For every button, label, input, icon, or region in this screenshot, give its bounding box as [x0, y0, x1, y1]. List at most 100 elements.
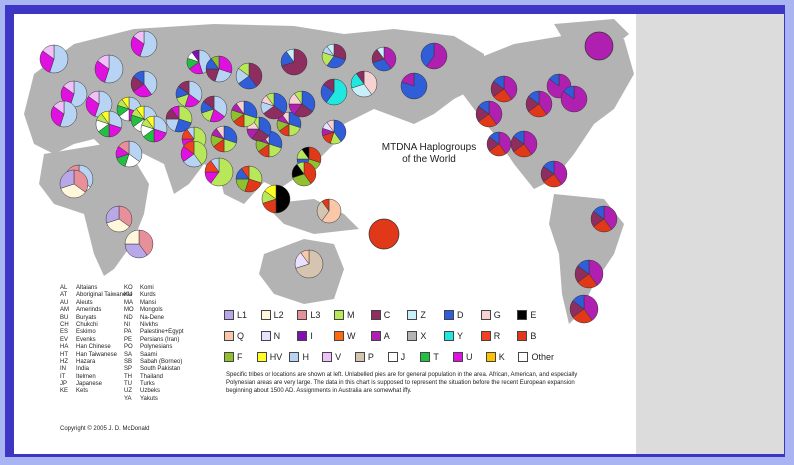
abbreviation-code: MO: [124, 307, 134, 314]
legend-swatch: [518, 351, 529, 362]
legend-label: L3: [310, 309, 321, 320]
pie-slice: [326, 119, 335, 133]
abbreviation-meaning: Han Taiwanese: [76, 351, 117, 358]
legend-item: L1: [224, 309, 261, 320]
haplogroup-pie: [420, 42, 448, 70]
legend-label: V: [335, 351, 342, 362]
abbreviation-meaning: Thailand: [140, 373, 164, 380]
pie-slice: [553, 160, 568, 185]
abbreviation-row: ES Eskimo: [60, 329, 133, 336]
legend-item: F: [224, 351, 257, 362]
haplogroup-pie: [180, 140, 208, 168]
haplogroup-pie: [320, 78, 348, 106]
legend-item: C: [370, 309, 408, 320]
abbreviation-meaning: Na-Dene: [140, 314, 165, 321]
pie-slice: [50, 106, 65, 127]
pie-slice: [321, 198, 342, 224]
pie-slice: [543, 160, 555, 175]
pie-slice: [130, 36, 145, 57]
legend-swatch: [387, 351, 398, 362]
haplogroup-pie: [130, 30, 158, 58]
haplogroup-pie: [294, 249, 324, 279]
legend-item: Q: [224, 330, 261, 341]
legend-item: R: [480, 330, 518, 341]
pie-slice: [153, 115, 168, 134]
title-line-1: MTDNA Haplogroups: [381, 142, 477, 153]
haplogroup-pie: [116, 96, 142, 122]
abbreviation-code: HZ: [60, 358, 68, 365]
abbreviation-code: JP: [60, 381, 68, 388]
haplogroup-pie: [371, 46, 397, 72]
legend-swatch: [517, 309, 528, 320]
world-map: [24, 19, 634, 324]
abbreviation-row: HA Han Chinese: [60, 344, 133, 351]
abbreviation-code: HA: [60, 344, 69, 351]
abbreviation-code: NI: [124, 321, 130, 328]
pie-slice: [258, 116, 272, 137]
pie-slice: [503, 75, 518, 100]
abbreviation-row: TU Turks: [124, 381, 184, 388]
pie-slice: [263, 105, 285, 120]
abbreviation-meaning: Nivkhs: [140, 321, 159, 328]
abbreviation-row: BU Buryats: [60, 315, 133, 322]
legend-item: D: [444, 309, 481, 320]
pie-slice: [548, 73, 560, 87]
legend-item: Z: [407, 309, 444, 320]
pie-slice: [216, 125, 225, 140]
legend-label: A: [383, 330, 390, 341]
abbreviation-meaning: Altaians: [76, 285, 98, 291]
pie-slice: [59, 169, 75, 189]
pie-slice: [593, 205, 605, 220]
abbreviation-meaning: Evenks: [76, 336, 96, 343]
haplogroup-pie: [50, 100, 78, 128]
abbreviation-row: YA Yakuts: [124, 396, 184, 403]
pie-slice: [236, 100, 245, 115]
pie-slice: [321, 198, 330, 212]
legend-swatch: [334, 330, 345, 341]
haplogroup-pie: [486, 131, 512, 157]
legend-label: J: [400, 351, 406, 362]
legend-item: Other: [518, 351, 554, 362]
legend-label: Z: [420, 309, 426, 320]
legend-swatch: [260, 330, 271, 341]
abbreviation-row: KE Kets: [60, 388, 133, 395]
legend-swatch: [420, 351, 431, 362]
pie-slice: [183, 140, 195, 155]
abbreviation-meaning: Kets: [76, 388, 89, 395]
abbreviation-code: IT: [60, 373, 66, 380]
legend-row: F HV H V P J T U K Other: [224, 346, 554, 367]
pie-slice: [326, 43, 335, 57]
pie-slice: [248, 62, 263, 87]
legend-label: M: [347, 309, 355, 320]
legend-item: V: [322, 351, 355, 362]
legend-label: H: [302, 351, 309, 362]
pie-slice: [583, 294, 599, 321]
legend-item: E: [517, 309, 554, 320]
haplogroup-pie: [525, 90, 553, 118]
haplogroup-pie: [569, 294, 599, 324]
pie-slice: [572, 294, 585, 310]
pie-slice: [124, 229, 140, 245]
pie-slice: [203, 95, 215, 110]
abbreviation-row: AU Aleuts: [60, 300, 133, 307]
haplogroup-pies: [39, 30, 618, 324]
title-line-2: of the World: [402, 154, 456, 165]
abbreviation-code: TU: [124, 381, 132, 388]
haplogroup-pie: [204, 157, 234, 187]
haplogroup-pie: [510, 130, 538, 158]
haplogroup-pie: [490, 75, 518, 103]
abbreviation-code: UZ: [124, 388, 132, 395]
pie-slice: [493, 75, 505, 90]
abbreviation-code: ES: [60, 329, 69, 336]
haplogroup-pie: [230, 100, 258, 128]
abbreviation-row: AL Altaians: [60, 285, 133, 292]
legend-label: N: [273, 330, 281, 341]
haplogroup-pie: [260, 92, 288, 120]
pie-slice: [118, 140, 130, 155]
pie-slice: [210, 157, 234, 187]
map-title: MTDNA Haplogroups of the World: [374, 142, 484, 166]
abbreviation-row: HZ Hazara: [60, 359, 133, 366]
abbreviation-row: ND Na-Dene: [124, 315, 184, 322]
legend-item: H: [289, 351, 322, 362]
